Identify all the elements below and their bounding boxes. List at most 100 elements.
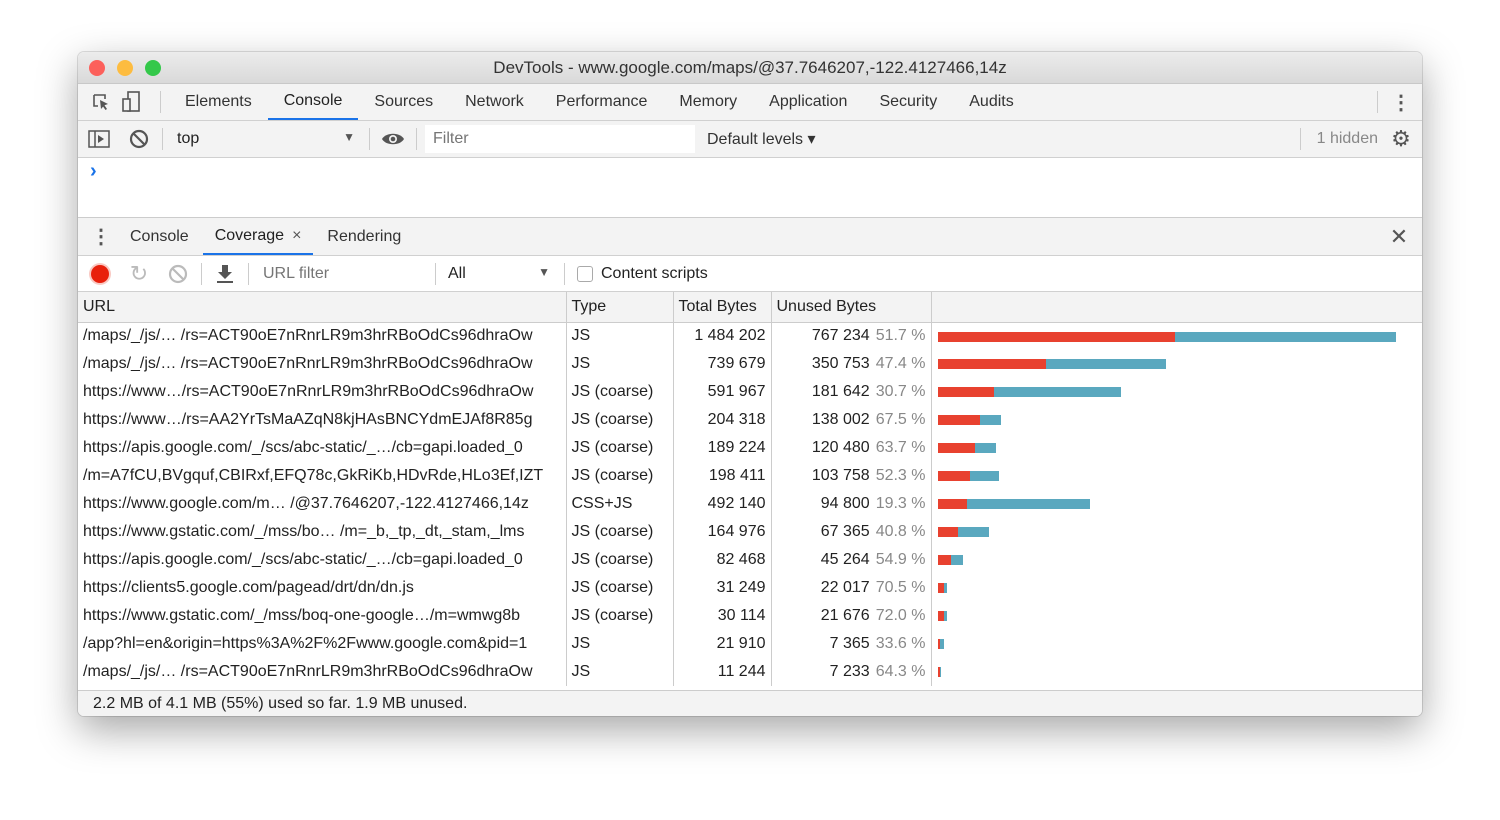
device-toolbar-icon[interactable]: [116, 91, 146, 113]
hidden-count: 1 hidden: [1316, 130, 1378, 147]
table-row[interactable]: /m=A7fCU,BVgquf,CBIRxf,EFQ78c,GkRiKb,HDv…: [78, 462, 1422, 490]
usage-bar-cell: [931, 518, 1422, 546]
table-row[interactable]: /maps/_/js/… /rs=ACT90oE7nRnrLR9m3hrRBoO…: [78, 658, 1422, 686]
tab-console[interactable]: Console: [267, 84, 359, 120]
table-row[interactable]: https://www.gstatic.com/_/mss/boq-one-go…: [78, 602, 1422, 630]
export-download-icon[interactable]: [210, 264, 240, 284]
unused-bytes-value: 7 233: [829, 663, 870, 680]
url-filter-input[interactable]: [257, 259, 427, 288]
unused-percent: 64.3 %: [875, 663, 926, 680]
usage-bar-cell: [931, 350, 1422, 378]
column-header-total-bytes[interactable]: Total Bytes: [673, 292, 772, 323]
type-cell: JS: [566, 630, 674, 658]
unused-bytes-cell: 67 365 40.8 %: [771, 518, 932, 546]
close-coverage-tab-icon[interactable]: ×: [292, 226, 302, 244]
unused-percent: 54.9 %: [875, 551, 926, 568]
unused-percent: 70.5 %: [875, 579, 926, 596]
drawer-menu-icon[interactable]: ⋮: [91, 226, 111, 248]
console-output[interactable]: ›: [78, 158, 1422, 218]
column-header-url[interactable]: URL: [78, 292, 567, 323]
table-row[interactable]: https://apis.google.com/_/scs/abc-static…: [78, 546, 1422, 574]
tab-audits[interactable]: Audits: [969, 93, 1014, 110]
table-row[interactable]: /maps/_/js/… /rs=ACT90oE7nRnrLR9m3hrRBoO…: [78, 350, 1422, 378]
unused-bytes-cell: 767 234 51.7 %: [771, 322, 932, 350]
tab-elements[interactable]: Elements: [185, 93, 252, 110]
clear-console-icon[interactable]: [124, 129, 154, 149]
more-options-icon[interactable]: ⋮: [1391, 91, 1411, 114]
tab-security[interactable]: Security: [879, 93, 938, 110]
clear-coverage-icon[interactable]: [163, 264, 193, 284]
unused-bytes-value: 138 002: [811, 411, 870, 428]
type-cell: JS: [566, 658, 674, 686]
tab-memory[interactable]: Memory: [679, 93, 738, 110]
unused-bytes-value: 767 234: [811, 327, 870, 345]
tab-application[interactable]: Application: [769, 93, 848, 110]
settings-gear-icon[interactable]: ⚙: [1391, 126, 1411, 151]
url-cell: https://www…/rs=ACT90oE7nRnrLR9m3hrRBoOd…: [78, 378, 567, 406]
table-row[interactable]: https://www.gstatic.com/_/mss/bo… /m=_b,…: [78, 518, 1422, 546]
type-filter-select[interactable]: All ▼: [444, 265, 554, 283]
unused-bar: [937, 499, 967, 509]
url-cell: /m=A7fCU,BVgquf,CBIRxf,EFQ78c,GkRiKb,HDv…: [78, 462, 567, 490]
content-scripts-checkbox[interactable]: [577, 265, 593, 282]
table-row[interactable]: https://clients5.google.com/pagead/drt/d…: [78, 574, 1422, 602]
url-cell: https://www.gstatic.com/_/mss/bo… /m=_b,…: [78, 518, 567, 546]
table-row[interactable]: /app?hl=en&origin=https%3A%2F%2Fwww.goog…: [78, 630, 1422, 658]
unused-bytes-value: 67 365: [820, 523, 870, 540]
table-row[interactable]: https://www.google.com/m… /@37.7646207,-…: [78, 490, 1422, 518]
close-drawer-icon[interactable]: ✕: [1389, 223, 1409, 249]
type-cell: JS (coarse): [566, 434, 674, 462]
used-bar: [944, 583, 948, 593]
coverage-table: URL Type Total Bytes Unused Bytes /maps/…: [78, 292, 1422, 686]
unused-bytes-value: 45 264: [820, 551, 870, 568]
table-row[interactable]: https://www…/rs=ACT90oE7nRnrLR9m3hrRBoOd…: [78, 378, 1422, 406]
unused-percent: 72.0 %: [875, 607, 926, 624]
record-button[interactable]: [85, 264, 115, 283]
type-cell: JS (coarse): [566, 406, 674, 434]
type-cell: JS (coarse): [566, 574, 674, 602]
unused-bar: [937, 639, 940, 649]
drawer-tab-console[interactable]: Console: [130, 227, 189, 245]
total-bytes-cell: 30 114: [673, 602, 772, 630]
url-cell: /maps/_/js/… /rs=ACT90oE7nRnrLR9m3hrRBoO…: [78, 658, 567, 686]
table-row[interactable]: /maps/_/js/… /rs=ACT90oE7nRnrLR9m3hrRBoO…: [78, 322, 1422, 350]
table-row[interactable]: https://www…/rs=AA2YrTsMaAZqN8kjHAsBNCYd…: [78, 406, 1422, 434]
total-bytes-cell: 21 910: [673, 630, 772, 658]
console-filter-input[interactable]: [425, 125, 695, 153]
reload-icon[interactable]: ↻: [129, 260, 149, 286]
tab-performance[interactable]: Performance: [555, 93, 648, 110]
coverage-tab-label: Coverage: [214, 226, 285, 244]
tab-sources[interactable]: Sources: [374, 93, 434, 110]
drawer-tab-rendering[interactable]: Rendering: [327, 227, 402, 245]
window-title: DevTools - www.google.com/maps/@37.76462…: [493, 58, 1007, 77]
minimize-window-button[interactable]: [117, 60, 133, 76]
inspect-element-icon[interactable]: [86, 92, 116, 112]
live-expression-eye-icon[interactable]: [378, 131, 408, 147]
unused-percent: 52.3 %: [875, 467, 926, 484]
total-bytes-cell: 31 249: [673, 574, 772, 602]
used-bar: [939, 639, 945, 649]
show-sidebar-icon[interactable]: [84, 130, 114, 148]
usage-bar-cell: [931, 546, 1422, 574]
column-header-usage-bar[interactable]: [931, 292, 1422, 323]
url-cell: https://www…/rs=AA2YrTsMaAZqN8kjHAsBNCYd…: [78, 406, 567, 434]
log-levels-dropdown[interactable]: Default levels ▾: [707, 131, 816, 148]
maximize-window-button[interactable]: [145, 60, 161, 76]
unused-bytes-cell: 103 758 52.3 %: [771, 462, 932, 490]
unused-bar: [937, 611, 945, 621]
table-row[interactable]: https://apis.google.com/_/scs/abc-static…: [78, 434, 1422, 462]
type-cell: JS (coarse): [566, 602, 674, 630]
close-window-button[interactable]: [89, 60, 105, 76]
tab-network[interactable]: Network: [465, 93, 524, 110]
column-header-unused-bytes[interactable]: Unused Bytes: [771, 292, 932, 323]
total-bytes-cell: 492 140: [673, 490, 772, 518]
total-bytes-cell: 198 411: [673, 462, 772, 490]
total-bytes-cell: 204 318: [673, 406, 772, 434]
drawer-tab-coverage[interactable]: Coverage ×: [202, 218, 314, 255]
context-selector[interactable]: top ▼: [171, 130, 361, 148]
unused-bytes-value: 103 758: [811, 467, 870, 484]
column-header-type[interactable]: Type: [566, 292, 674, 323]
url-cell: /app?hl=en&origin=https%3A%2F%2Fwww.goog…: [78, 630, 567, 658]
url-cell: https://apis.google.com/_/scs/abc-static…: [78, 434, 567, 462]
used-bar: [958, 527, 989, 537]
